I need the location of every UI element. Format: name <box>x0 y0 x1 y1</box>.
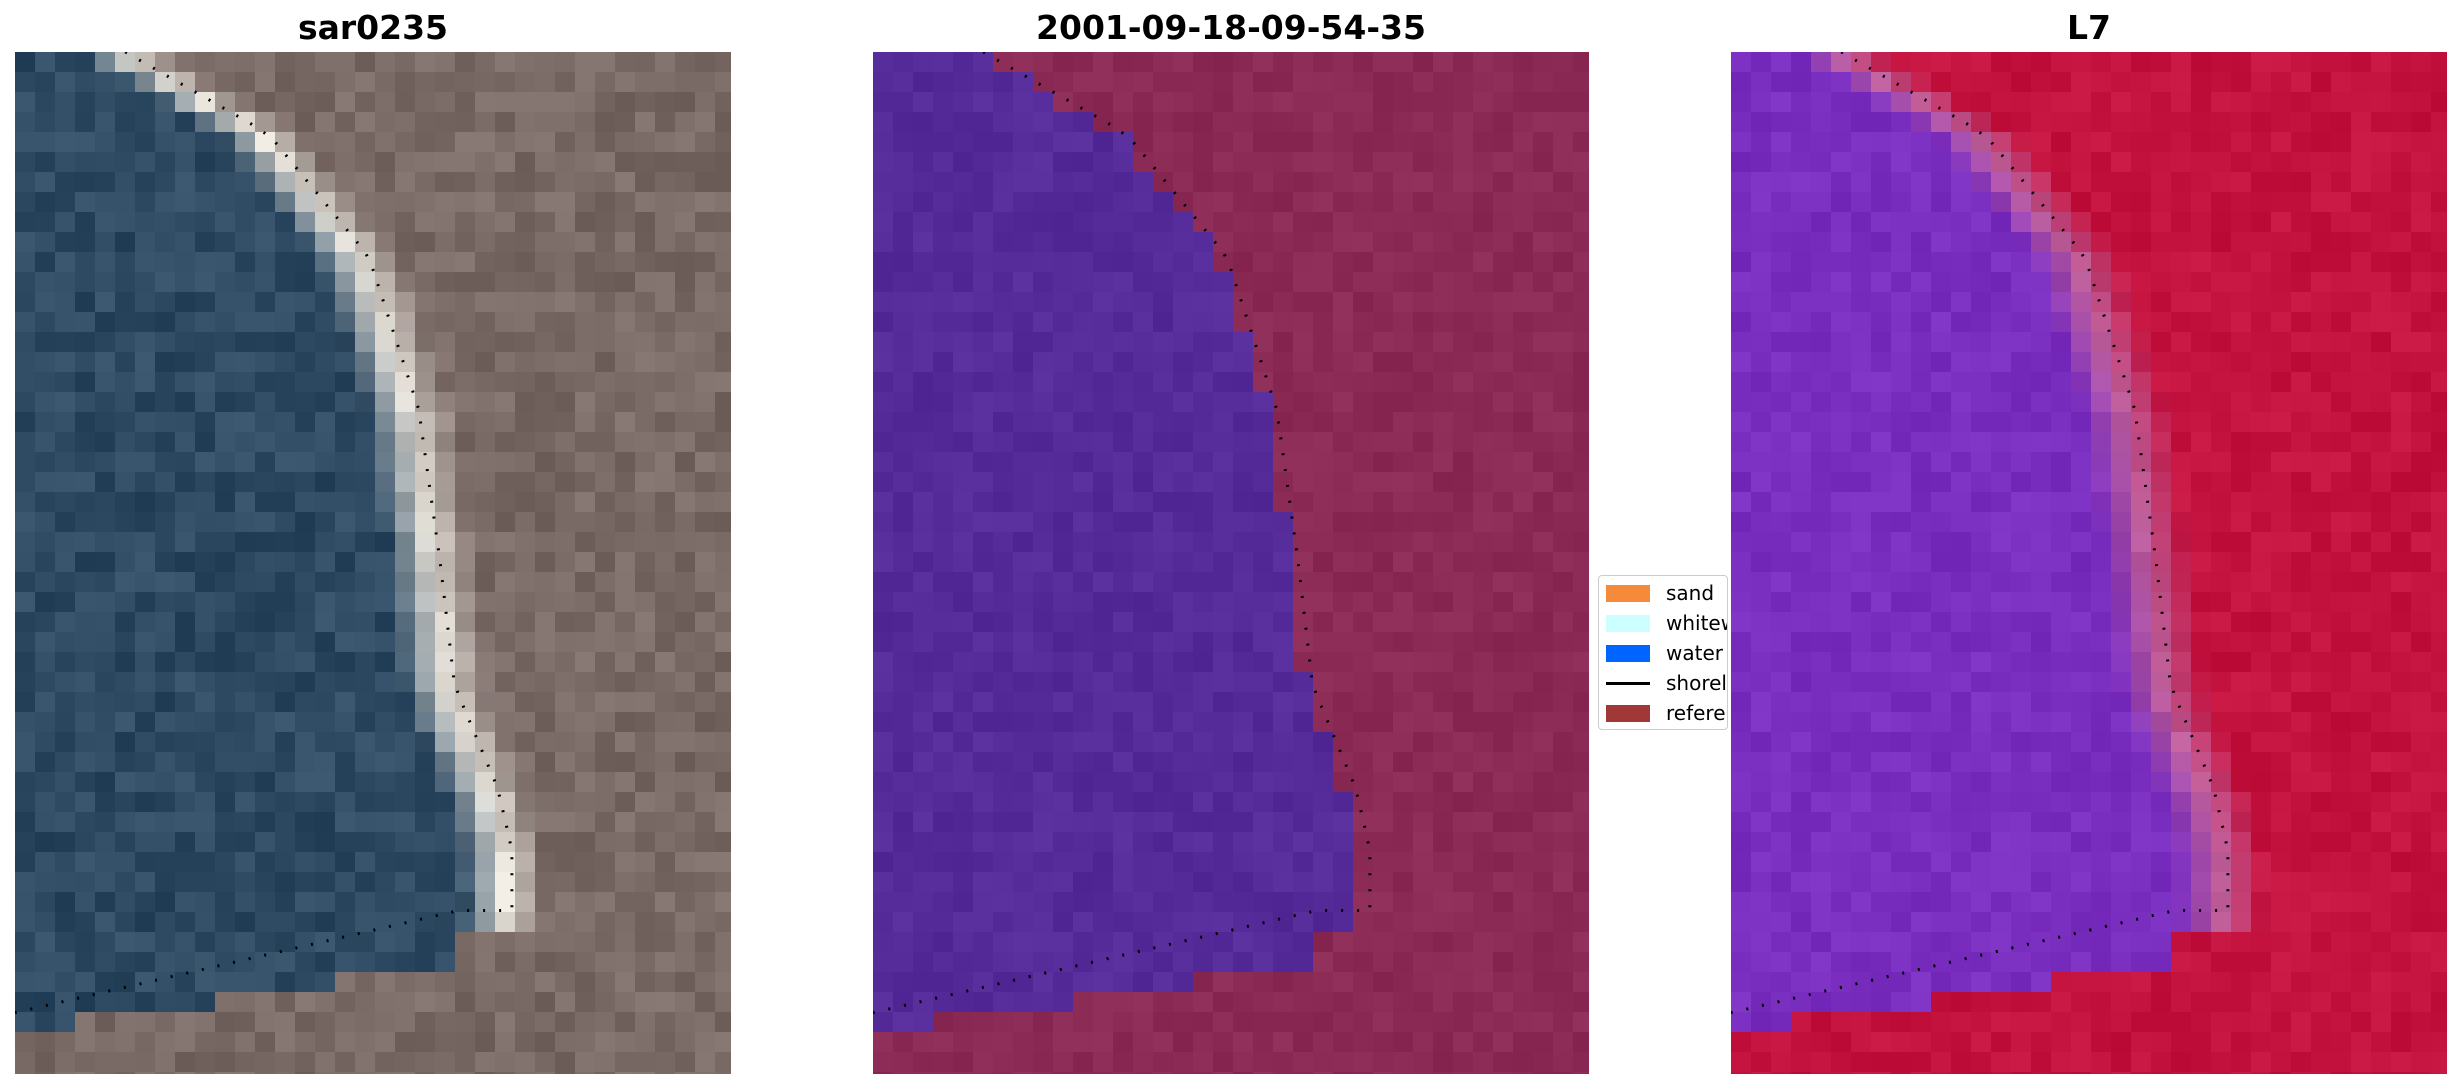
classified-image-panel <box>873 52 1589 1074</box>
panel-title-1: sar0235 <box>297 8 449 47</box>
legend-label-water: water <box>1666 641 1723 665</box>
legend-label-reference: reference <box>1666 701 1727 725</box>
rgb-image <box>15 52 731 1074</box>
legend-label-shoreline: shoreline <box>1666 671 1727 695</box>
legend-line-shoreline <box>1606 681 1650 685</box>
panel-title-2: 2001-09-18-09-54-35 <box>1036 8 1426 47</box>
legend-swatch-water <box>1606 644 1650 662</box>
legend-item-water: water <box>1606 641 1723 665</box>
legend-item-shoreline: shoreline <box>1606 671 1727 695</box>
panel-title-3: L7 <box>2067 8 2111 47</box>
legend-item-reference: reference <box>1606 701 1727 725</box>
legend-swatch-whitewater <box>1606 614 1650 632</box>
index-image <box>1731 52 2447 1074</box>
legend-label-sand: sand <box>1666 581 1715 605</box>
legend-swatch-sand <box>1606 584 1650 602</box>
legend-swatch-reference <box>1606 704 1650 722</box>
rgb-image-panel <box>15 52 731 1074</box>
legend-item-sand: sand <box>1606 581 1714 605</box>
index-image-panel <box>1731 52 2447 1074</box>
classified-image <box>873 52 1589 1074</box>
